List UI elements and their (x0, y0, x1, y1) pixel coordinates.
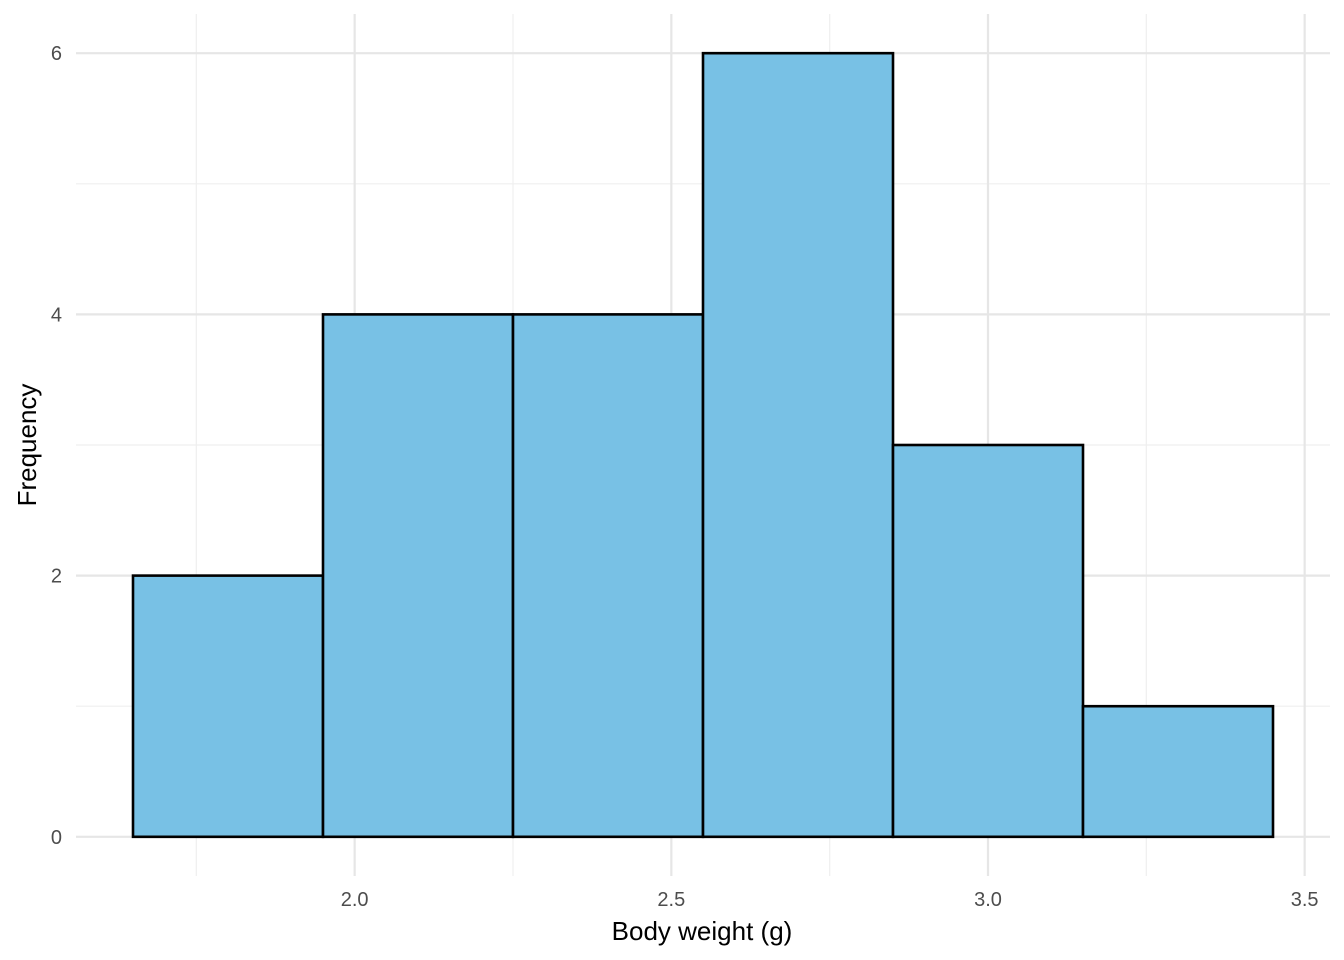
histogram-bar (1081, 704, 1275, 839)
histogram-bar (701, 51, 895, 839)
y-tick-label: 6 (51, 43, 62, 65)
histogram-bar (131, 574, 325, 839)
histogram-bars (131, 51, 1275, 839)
x-tick-label: 2.0 (341, 889, 369, 911)
x-tick-label: 2.5 (657, 889, 685, 911)
histogram-bar (321, 313, 515, 839)
x-axis-title: Body weight (g) (612, 916, 793, 946)
histogram-bar (891, 443, 1085, 839)
x-axis-tick-labels: 2.0 2.5 3.0 3.5 (341, 889, 1319, 911)
y-tick-label: 4 (51, 304, 62, 326)
x-tick-label: 3.5 (1291, 889, 1319, 911)
y-axis-tick-labels: 0 2 4 6 (51, 43, 62, 849)
x-tick-label: 3.0 (974, 889, 1002, 911)
y-tick-label: 2 (51, 566, 62, 588)
histogram-bar (511, 313, 705, 839)
y-tick-label: 0 (51, 827, 62, 849)
y-axis-title: Frequency (12, 384, 42, 507)
